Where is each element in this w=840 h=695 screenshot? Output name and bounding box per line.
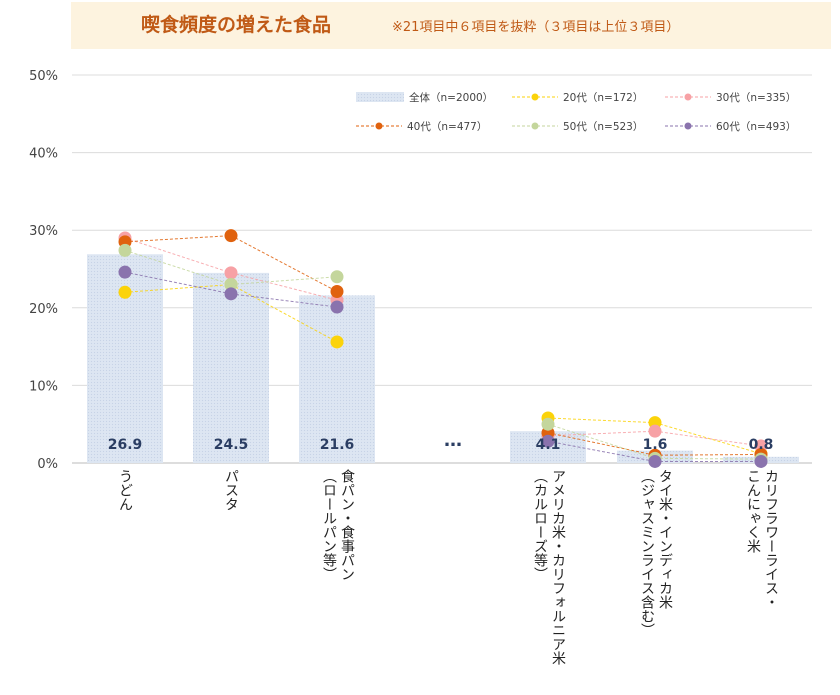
legend-swatch-point	[684, 122, 692, 130]
category-label: 食パン・食事パン	[339, 468, 355, 581]
category-labels: うどん パスタ 食パン・食事パン（ロールパン等） アメリカ米・カリフォルニア米（カルロ…	[117, 468, 779, 665]
series-line-segment	[124, 249, 232, 285]
bar-overall	[87, 254, 163, 463]
ellipsis-marker: …	[444, 430, 462, 451]
bar-value-label: 4.1	[536, 437, 561, 453]
legend-label: 50代（n=523）	[563, 121, 643, 133]
bar-value-label: 0.8	[749, 437, 774, 453]
y-tick-label: 50%	[29, 69, 58, 84]
series-line-segment	[654, 430, 762, 447]
legend-swatch-overall	[356, 92, 404, 102]
category-label: （ジャスミンライス含む）	[639, 469, 655, 637]
legend-swatch-point	[531, 93, 539, 101]
y-tick-label: 30%	[29, 224, 58, 239]
series-line-segment	[547, 423, 656, 459]
series-point	[224, 229, 238, 243]
y-tick-label: 0%	[37, 457, 58, 472]
series-point	[330, 270, 344, 284]
series-line-segment	[547, 432, 656, 456]
bars	[87, 254, 799, 463]
data-labels: 26.9 24.5 21.6 4.1 1.6 0.8	[108, 437, 774, 453]
series-point	[330, 300, 344, 314]
category-label: アメリカ米・カリフォルニア米	[550, 469, 566, 665]
legend-label: 20代（n=172）	[563, 92, 643, 104]
legend-label: 40代（n=477）	[407, 121, 487, 133]
legend-swatch-point	[684, 93, 692, 101]
series-point	[118, 285, 132, 299]
bar-value-label: 1.6	[643, 437, 668, 453]
legend-swatch-point	[531, 122, 539, 130]
series-line-segment	[124, 235, 232, 243]
series-point	[541, 417, 555, 431]
series-line-segment	[230, 272, 338, 301]
series-line-segment	[230, 276, 338, 286]
series-line-segment	[124, 237, 232, 274]
series-point	[648, 424, 662, 438]
series-line-segment	[654, 453, 762, 456]
series-line-segment	[230, 284, 338, 343]
series-line-segment	[547, 417, 656, 424]
category-label: カリフラワーライス・	[763, 469, 779, 609]
series-point	[224, 278, 238, 292]
category-label: パスタ	[223, 469, 239, 511]
bar-value-label: 26.9	[108, 437, 143, 453]
title-banner	[71, 2, 831, 49]
series-point	[224, 287, 238, 301]
y-tick-label: 10%	[29, 379, 58, 394]
series-point	[648, 454, 662, 468]
category-label: （ロールパン等）	[321, 469, 337, 581]
y-tick-label: 40%	[29, 147, 58, 162]
series-line-segment	[547, 440, 656, 462]
bar-value-label: 24.5	[214, 437, 249, 453]
bar-overall	[299, 295, 375, 463]
series-point	[118, 265, 132, 279]
y-tick-label: 20%	[29, 302, 58, 317]
bar-value-label: 21.6	[320, 437, 355, 453]
series-line-segment	[654, 457, 762, 460]
series-point	[754, 454, 768, 468]
series-point	[330, 285, 344, 299]
series-point	[224, 266, 238, 280]
category-label: こんにゃく米	[745, 469, 761, 553]
legend-label: 30代（n=335）	[716, 92, 796, 104]
series-line-segment	[124, 284, 232, 293]
chart-subtitle: ※21項目中６項目を抜粋（３項目は上位３項目）	[392, 20, 680, 35]
series-line-segment	[124, 271, 232, 295]
series-point	[118, 243, 132, 257]
legend-swatch-point	[375, 122, 383, 130]
legend: 全体（n=2000） 20代（n=172） 30代（n=335） 40代（n=477）…	[356, 91, 796, 133]
category-label: タイ米・インディカ米	[657, 469, 673, 609]
bar-overall	[193, 272, 269, 463]
legend-label-overall: 全体（n=2000）	[409, 91, 493, 104]
series-lines	[124, 235, 762, 462]
series-line-segment	[547, 430, 656, 437]
series-point	[330, 335, 344, 349]
series-point	[541, 434, 555, 448]
series-line-segment	[230, 293, 338, 308]
series-points	[118, 229, 768, 468]
chart-title: 喫食頻度の増えた食品	[141, 14, 332, 36]
y-axis-ticks: 0% 10% 20% 30% 40% 50%	[29, 69, 58, 472]
legend-label: 60代（n=493）	[716, 121, 796, 133]
category-label: （カルローズ等）	[532, 469, 548, 581]
category-label: うどん	[117, 469, 133, 511]
series-line-segment	[654, 422, 762, 455]
